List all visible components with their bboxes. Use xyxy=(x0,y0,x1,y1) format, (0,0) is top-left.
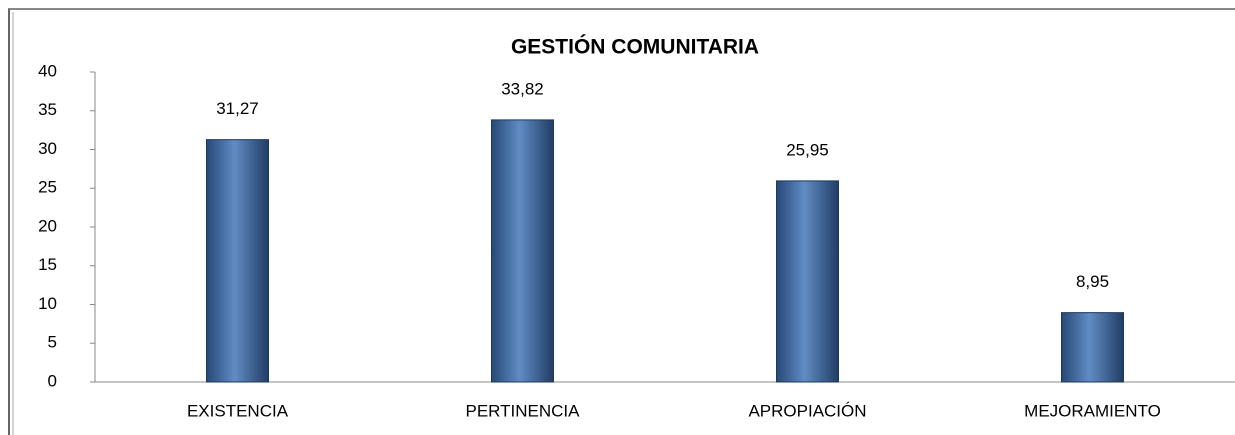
y-tick-label: 30 xyxy=(38,139,57,158)
value-label: 8,95 xyxy=(1076,272,1109,291)
bar xyxy=(776,180,839,383)
y-tick-label: 25 xyxy=(38,178,57,197)
y-tick-label: 5 xyxy=(48,333,57,352)
bar xyxy=(1061,312,1124,383)
value-label: 31,27 xyxy=(216,99,259,118)
y-tick-label: 15 xyxy=(38,255,57,274)
x-tick-label: APROPIACIÓN xyxy=(748,401,866,420)
y-tick-label: 35 xyxy=(38,100,57,119)
y-tick-label: 40 xyxy=(38,61,57,80)
x-tick-label: PERTINENCIA xyxy=(466,401,581,420)
value-label: 25,95 xyxy=(786,140,829,159)
x-tick-label: MEJORAMIENTO xyxy=(1024,401,1161,420)
y-tick-label: 0 xyxy=(48,371,57,390)
bar xyxy=(206,139,269,383)
bar xyxy=(491,119,554,383)
value-label: 33,82 xyxy=(501,79,544,98)
chart-title: GESTIÓN COMUNITARIA xyxy=(511,35,759,59)
y-tick-label: 10 xyxy=(38,294,57,313)
x-tick-label: EXISTENCIA xyxy=(187,401,289,420)
y-tick-label: 20 xyxy=(38,216,57,235)
